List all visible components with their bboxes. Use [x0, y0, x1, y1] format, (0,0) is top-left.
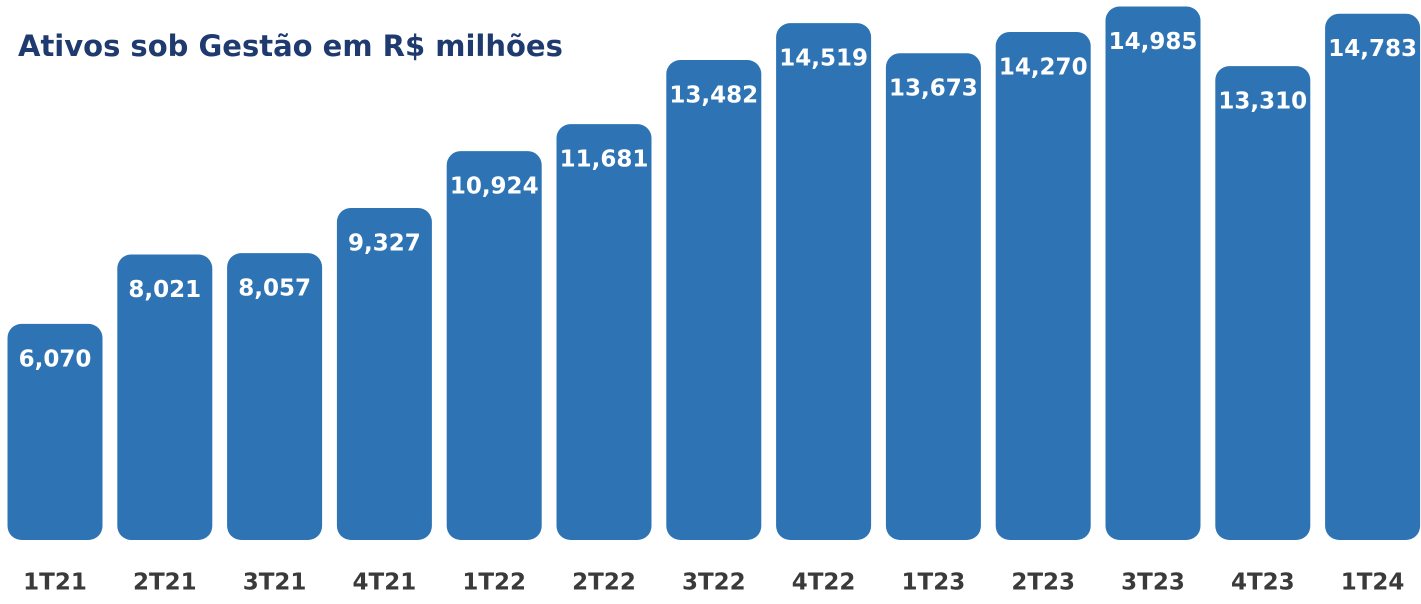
x-tick-label: 1T21: [23, 570, 87, 596]
bar: [1325, 13, 1421, 540]
bar: [227, 253, 323, 540]
data-label: 13,310: [1218, 89, 1307, 115]
x-tick-label: 1T24: [1341, 570, 1405, 596]
x-tick-label: 4T23: [1231, 570, 1295, 596]
bar: [666, 60, 762, 540]
chart-title: Ativos sob Gestão em R$ milhões: [18, 29, 563, 63]
x-tick-label: 3T21: [243, 570, 307, 596]
bar: [885, 53, 981, 540]
x-tick-label: 3T22: [682, 570, 746, 596]
x-tick-label: 1T22: [462, 570, 526, 596]
data-label: 9,327: [348, 230, 421, 256]
data-label: 11,681: [560, 147, 649, 173]
bar: [995, 31, 1091, 540]
data-label: 13,673: [889, 76, 978, 102]
data-label: 8,021: [128, 277, 201, 303]
x-tick-label: 4T22: [792, 570, 856, 596]
bar: [1105, 6, 1201, 541]
x-tick-label: 2T21: [133, 570, 197, 596]
bar: [7, 323, 103, 540]
bar: [556, 124, 652, 540]
bar: [446, 151, 542, 541]
bar: [1215, 66, 1311, 540]
data-label: 10,924: [450, 174, 539, 200]
data-label: 14,270: [999, 54, 1088, 80]
x-tick-label: 2T23: [1011, 570, 1075, 596]
data-label: 14,783: [1328, 36, 1417, 62]
data-label: 14,985: [1109, 29, 1198, 55]
data-label: 14,519: [779, 46, 868, 72]
data-label: 6,070: [19, 346, 92, 372]
x-tick-label: 3T23: [1121, 570, 1185, 596]
bar: [336, 207, 432, 540]
x-tick-label: 2T22: [572, 570, 636, 596]
bar: [776, 23, 872, 541]
data-label: 8,057: [238, 276, 311, 302]
data-label: 13,482: [669, 83, 758, 109]
x-tick-label: 1T23: [902, 570, 966, 596]
bar: [117, 254, 213, 540]
x-tick-label: 4T21: [353, 570, 417, 596]
